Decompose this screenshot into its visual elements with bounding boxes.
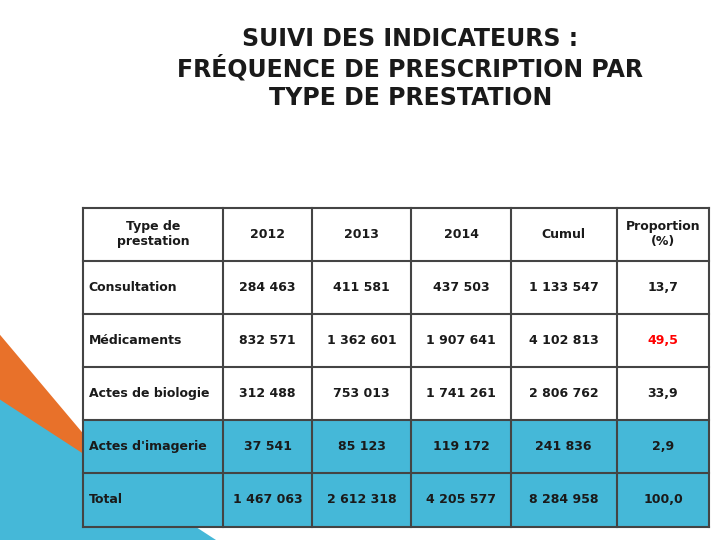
Text: 37 541: 37 541 xyxy=(243,440,292,454)
Text: 1 907 641: 1 907 641 xyxy=(426,334,496,347)
Text: 1 362 601: 1 362 601 xyxy=(327,334,397,347)
Text: 33,9: 33,9 xyxy=(648,387,678,400)
Text: Actes de biologie: Actes de biologie xyxy=(89,387,209,400)
Text: 1 133 547: 1 133 547 xyxy=(529,281,598,294)
Text: 2,9: 2,9 xyxy=(652,440,674,454)
Text: 1 741 261: 1 741 261 xyxy=(426,387,496,400)
Text: 119 172: 119 172 xyxy=(433,440,490,454)
Text: Proportion
(%): Proportion (%) xyxy=(626,220,701,248)
Text: 832 571: 832 571 xyxy=(239,334,296,347)
Text: 4 102 813: 4 102 813 xyxy=(529,334,598,347)
Text: 8 284 958: 8 284 958 xyxy=(529,494,598,507)
Text: 2012: 2012 xyxy=(250,228,285,241)
Text: 85 123: 85 123 xyxy=(338,440,386,454)
Text: 4 205 577: 4 205 577 xyxy=(426,494,496,507)
Text: 241 836: 241 836 xyxy=(536,440,592,454)
Text: 437 503: 437 503 xyxy=(433,281,490,294)
Text: Médicaments: Médicaments xyxy=(89,334,182,347)
Text: 1 467 063: 1 467 063 xyxy=(233,494,302,507)
Text: 2013: 2013 xyxy=(344,228,379,241)
Text: 312 488: 312 488 xyxy=(239,387,296,400)
Text: 753 013: 753 013 xyxy=(333,387,390,400)
Text: 13,7: 13,7 xyxy=(647,281,678,294)
Text: 49,5: 49,5 xyxy=(647,334,678,347)
Text: Type de
prestation: Type de prestation xyxy=(117,220,189,248)
Text: Actes d'imagerie: Actes d'imagerie xyxy=(89,440,207,454)
Text: 411 581: 411 581 xyxy=(333,281,390,294)
Text: 284 463: 284 463 xyxy=(239,281,296,294)
Text: SUIVI DES INDICATEURS :
FRÉQUENCE DE PRESCRIPTION PAR
TYPE DE PRESTATION: SUIVI DES INDICATEURS : FRÉQUENCE DE PRE… xyxy=(177,27,644,110)
Text: Cumul: Cumul xyxy=(541,228,586,241)
Text: 2 612 318: 2 612 318 xyxy=(327,494,397,507)
Text: Total: Total xyxy=(89,494,122,507)
Text: 2014: 2014 xyxy=(444,228,479,241)
Text: 2 806 762: 2 806 762 xyxy=(529,387,598,400)
Text: 100,0: 100,0 xyxy=(643,494,683,507)
Text: Consultation: Consultation xyxy=(89,281,177,294)
